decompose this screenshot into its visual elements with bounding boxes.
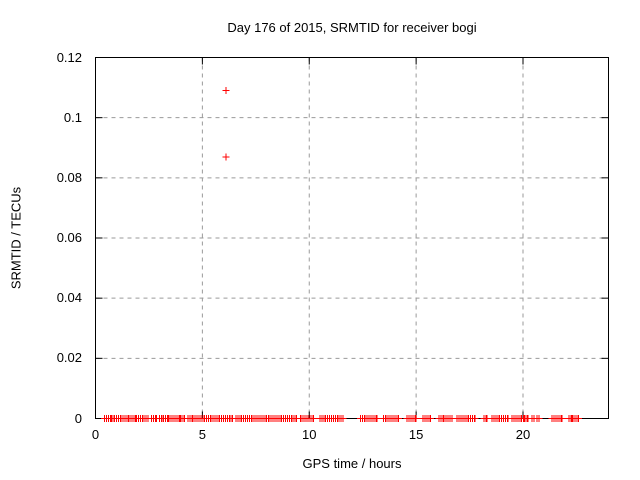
y-tick-label: 0.04	[56, 290, 82, 306]
x-tick-label: 5	[198, 427, 206, 442]
chart-title: Day 176 of 2015, SRMTID for receiver bog…	[227, 20, 477, 35]
x-axis-label: GPS time / hours	[302, 456, 402, 471]
y-tick-label: 0.06	[56, 230, 82, 245]
x-tick-label: 0	[91, 427, 100, 442]
x-tick-label: 20	[515, 427, 531, 442]
x-tick-label: 15	[408, 427, 424, 442]
y-tick-label: 0.02	[56, 350, 82, 366]
plot-frame-and-ticks	[95, 57, 609, 419]
y-tick-label: 0.1	[63, 109, 82, 125]
x-tick-label: 10	[302, 427, 317, 442]
y-tick-label: 0	[74, 410, 82, 426]
y-tick-label: 0.12	[56, 49, 82, 65]
grid-lines	[95, 57, 609, 419]
data-points	[101, 87, 582, 422]
y-tick-label: 0.08	[56, 169, 82, 185]
